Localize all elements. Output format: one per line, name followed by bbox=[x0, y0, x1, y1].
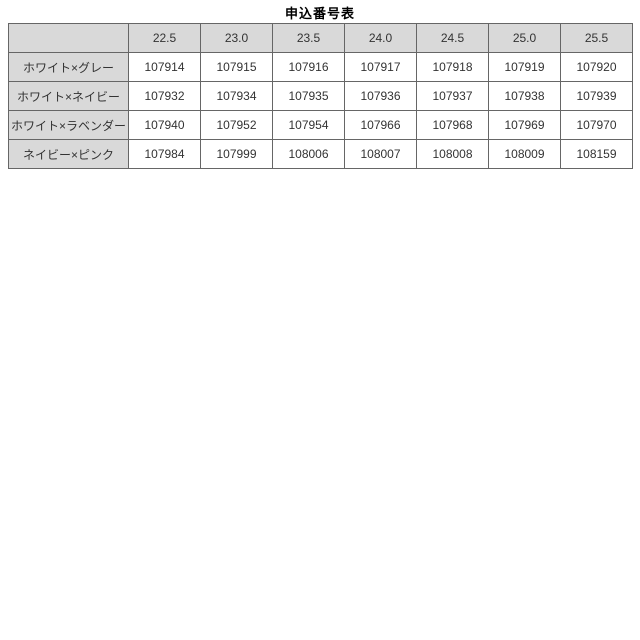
order-number-cell: 107954 bbox=[272, 110, 345, 140]
order-number-cell: 107936 bbox=[344, 81, 417, 111]
page: 申込番号表 22.5 23.0 23.5 24.0 24.5 25.0 25.5 ホワイト×… bbox=[0, 0, 640, 169]
order-number-cell: 107935 bbox=[272, 81, 345, 111]
row-label-cell: ネイビー×ピンク bbox=[8, 139, 129, 169]
table-body: ホワイト×グレー 107914 107915 107916 107917 107918 10… bbox=[8, 52, 633, 169]
order-number-cell: 107919 bbox=[488, 52, 561, 82]
row-label-cell: ホワイト×ネイビー bbox=[8, 81, 129, 111]
order-number-cell: 107984 bbox=[128, 139, 201, 169]
size-header-cell: 25.0 bbox=[488, 23, 561, 53]
order-number-table: 22.5 23.0 23.5 24.0 24.5 25.0 25.5 ホワイト×グレー 107… bbox=[8, 23, 633, 169]
order-number-cell: 107937 bbox=[416, 81, 489, 111]
order-number-cell: 107968 bbox=[416, 110, 489, 140]
order-number-cell: 107938 bbox=[488, 81, 561, 111]
table-row: ホワイト×ラベンダー 107940 107952 107954 107966 107968… bbox=[8, 110, 633, 140]
order-number-cell: 107917 bbox=[344, 52, 417, 82]
size-header-cell: 24.0 bbox=[344, 23, 417, 53]
table-row: ネイビー×ピンク 107984 107999 108006 108007 108008 10… bbox=[8, 139, 633, 169]
order-number-cell: 107940 bbox=[128, 110, 201, 140]
order-number-cell: 107934 bbox=[200, 81, 273, 111]
order-number-cell: 107952 bbox=[200, 110, 273, 140]
order-number-cell: 107939 bbox=[560, 81, 633, 111]
page-title: 申込番号表 bbox=[284, 6, 355, 21]
size-header-cell: 24.5 bbox=[416, 23, 489, 53]
order-number-cell: 107999 bbox=[200, 139, 273, 169]
order-number-cell: 107914 bbox=[128, 52, 201, 82]
order-number-cell: 107918 bbox=[416, 52, 489, 82]
size-header-cell: 23.0 bbox=[200, 23, 273, 53]
row-label-cell: ホワイト×ラベンダー bbox=[8, 110, 129, 140]
corner-cell bbox=[8, 23, 129, 53]
size-header-cell: 22.5 bbox=[128, 23, 201, 53]
order-number-cell: 107916 bbox=[272, 52, 345, 82]
order-number-cell: 108159 bbox=[560, 139, 633, 169]
order-number-cell: 108007 bbox=[344, 139, 417, 169]
size-header-row: 22.5 23.0 23.5 24.0 24.5 25.0 25.5 bbox=[8, 23, 633, 53]
row-label-cell: ホワイト×グレー bbox=[8, 52, 129, 82]
order-number-cell: 107969 bbox=[488, 110, 561, 140]
size-header-cell: 23.5 bbox=[272, 23, 345, 53]
order-number-cell: 108006 bbox=[272, 139, 345, 169]
size-header-cell: 25.5 bbox=[560, 23, 633, 53]
order-number-cell: 108009 bbox=[488, 139, 561, 169]
table-row: ホワイト×グレー 107914 107915 107916 107917 107918 10… bbox=[8, 52, 633, 82]
order-number-cell: 107970 bbox=[560, 110, 633, 140]
order-number-cell: 107920 bbox=[560, 52, 633, 82]
table-row: ホワイト×ネイビー 107932 107934 107935 107936 107937 1… bbox=[8, 81, 633, 111]
order-number-cell: 107915 bbox=[200, 52, 273, 82]
order-number-cell: 108008 bbox=[416, 139, 489, 169]
order-number-cell: 107966 bbox=[344, 110, 417, 140]
order-number-cell: 107932 bbox=[128, 81, 201, 111]
